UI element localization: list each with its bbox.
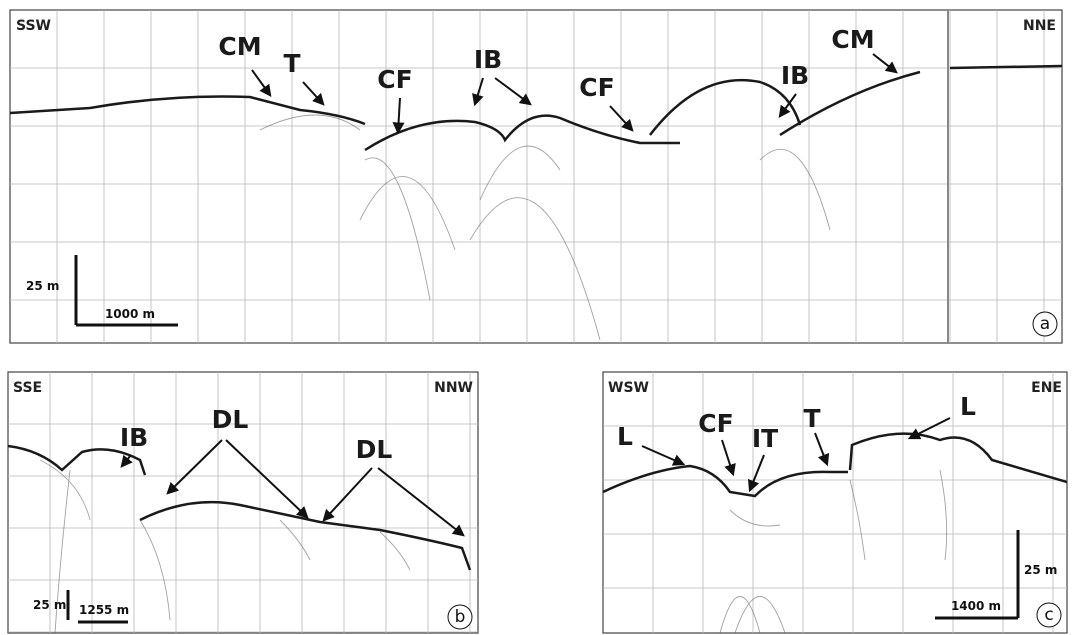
annotation: IB [781,61,809,90]
annotation: IB [474,45,502,74]
horizontal-scale: 1255 m [79,603,129,617]
arrow [721,439,736,477]
annotation: L [960,392,976,421]
annotation: T [803,404,820,433]
arrow [302,81,325,106]
direction-left: SSE [13,380,42,396]
annotation: L [617,422,633,451]
panel-a: SSW NNE CM T CF IB CF IB CM 25 m 1000 m … [9,9,1063,344]
arrow [225,439,309,519]
annotation: IB [120,423,148,452]
panel-badge [1032,311,1058,337]
arrow [814,432,830,467]
arrow [392,97,405,135]
direction-left: WSW [608,380,649,396]
annotation: CF [579,73,614,102]
panel-id: c [1044,605,1053,625]
annotation: DL [212,405,249,434]
arrow [778,93,797,118]
arrow [120,454,133,468]
vertical-scale: 25 m [1024,563,1057,577]
annotation: IT [752,424,778,453]
annotation: T [283,49,300,78]
direction-right: ENE [1031,380,1062,396]
vertical-scale: 25 m [33,598,66,612]
direction-right: NNW [434,380,473,396]
vertical-scale: 25 m [26,279,59,293]
arrow [907,417,951,440]
panel-frame [9,9,1063,344]
profile [10,10,1062,343]
arrow [747,454,765,493]
arrow [641,445,686,466]
arrow [472,77,484,107]
panel-frame [602,371,1068,634]
arrow [322,467,373,522]
arrow [494,77,532,106]
horizontal-scale: 1400 m [951,599,1001,613]
grid [603,372,1067,633]
annotation: CF [377,65,412,94]
annotation: CM [831,25,874,54]
direction-left: SSW [16,18,51,34]
horizontal-scale: 1000 m [105,307,155,321]
panel-badge [447,604,473,630]
panel-badge [1036,602,1062,628]
panel-frame [7,371,479,634]
panel-id: a [1040,314,1050,334]
arrow [609,105,634,132]
panel-c: WSW ENE L CF IT T L 25 m 1400 m c [602,371,1068,634]
annotation: CM [218,32,261,61]
profile [603,432,1067,633]
profile [8,444,472,633]
arrow [166,439,223,495]
arrow [377,467,465,537]
arrow [251,69,272,97]
direction-right: NNE [1023,18,1056,34]
grid [8,372,478,633]
annotation: CF [698,409,733,438]
annotation: DL [356,435,393,464]
panel-b: SSE NNW IB DL DL 25 m 1255 m b [7,371,479,634]
panel-id: b [455,607,466,627]
arrow [872,53,898,74]
